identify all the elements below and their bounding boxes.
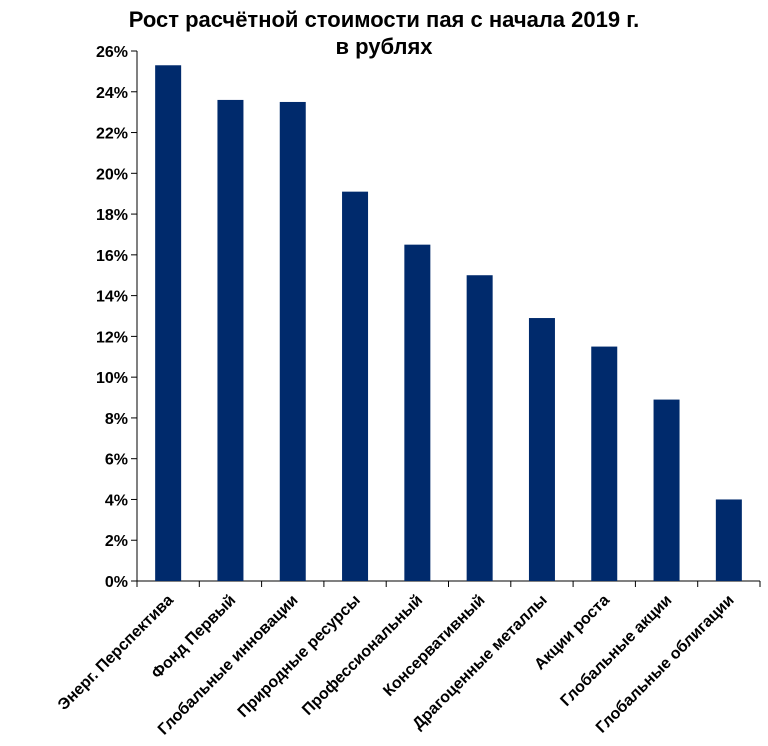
y-tick-label: 16% [96, 248, 128, 265]
chart-title-line-2: в рублях [335, 34, 433, 59]
bar [591, 346, 618, 581]
chart-title: Рост расчётной стоимости пая с начала 20… [0, 6, 768, 60]
y-tick-label: 4% [105, 492, 128, 509]
chart-title-line-1: Рост расчётной стоимости пая с начала 20… [128, 7, 640, 32]
x-tick-label: Драгоценные металлы [410, 592, 551, 733]
y-tick-label: 0% [105, 574, 128, 591]
y-tick-label: 24% [96, 85, 128, 102]
y-axis: 0% 2% 4% 6% 8% 10% 12% 14% 16% 18% 20% 22% 24% 26% [96, 44, 138, 591]
bar [528, 318, 555, 581]
bar [404, 244, 431, 581]
y-tick-label: 14% [96, 289, 128, 306]
x-tick-label: Глобальные акции [557, 592, 675, 710]
x-axis [136, 580, 761, 587]
x-tick-label: Профессиональный [299, 592, 426, 719]
x-tick-label: Энерг. Перспектива [55, 592, 177, 714]
bars [155, 65, 742, 582]
y-tick-label: 22% [96, 126, 128, 143]
y-tick-label: 2% [105, 533, 128, 550]
y-tick-label: 10% [96, 370, 128, 387]
y-tick-label: 26% [96, 44, 128, 61]
x-tick-label: Природные ресурсы [235, 592, 364, 721]
y-tick-label: 8% [105, 411, 128, 428]
x-tick-label: Консервативный [380, 592, 488, 700]
bar [217, 99, 244, 581]
bar [715, 499, 742, 581]
bar [653, 399, 680, 581]
y-tick-label: 12% [96, 329, 128, 346]
y-tick-label: 20% [96, 166, 128, 183]
bar [466, 275, 493, 581]
y-tick-label: 18% [96, 207, 128, 224]
bar [279, 101, 306, 581]
y-tick-label: 6% [105, 452, 128, 469]
bar [342, 191, 369, 581]
bar [155, 65, 182, 582]
